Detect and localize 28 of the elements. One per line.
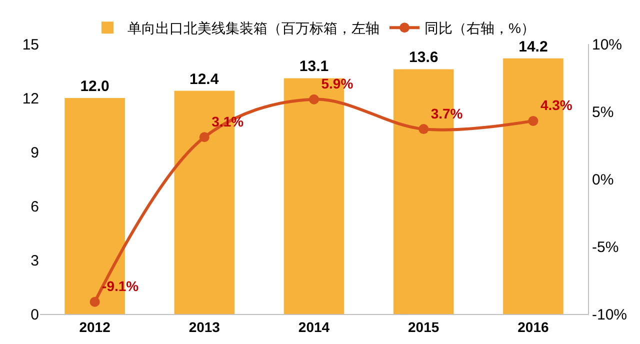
y2-tick-label: 10% — [592, 36, 622, 54]
y-tick-label: 3 — [30, 252, 39, 270]
data-label: 13.1 — [299, 58, 329, 76]
y-tick-label: 12 — [22, 90, 39, 108]
y2-tick-label: 5% — [592, 104, 614, 121]
y-tick-label: 15 — [22, 36, 39, 54]
x-tick-label: 2014 — [298, 318, 330, 335]
legend-label: 单向出口北美线集装箱（百万标箱，左轴 — [128, 20, 380, 36]
legend-label: 同比（右轴，%） — [424, 20, 535, 36]
data-label: 12.4 — [189, 70, 220, 88]
point — [309, 94, 319, 104]
y-tick-label: 9 — [30, 144, 39, 162]
point — [199, 132, 210, 142]
x-tick-label: 2012 — [79, 318, 111, 335]
point — [528, 116, 538, 126]
y2-tick-label: -10% — [592, 306, 628, 324]
data-label: 12.0 — [80, 78, 110, 95]
data-label: 13.6 — [409, 49, 438, 66]
x-tick-label: 2016 — [518, 318, 549, 335]
x-tick-label: 2013 — [188, 318, 220, 335]
data-label: 14.2 — [518, 38, 548, 56]
y-tick-label: 6 — [30, 198, 39, 216]
y-tick-label: 0 — [30, 306, 39, 324]
x-tick-label: 2015 — [408, 318, 440, 335]
y2-tick-label: -5% — [592, 238, 619, 256]
y2-tick-label: 0% — [592, 171, 614, 188]
point — [418, 124, 429, 134]
point — [90, 296, 100, 307]
